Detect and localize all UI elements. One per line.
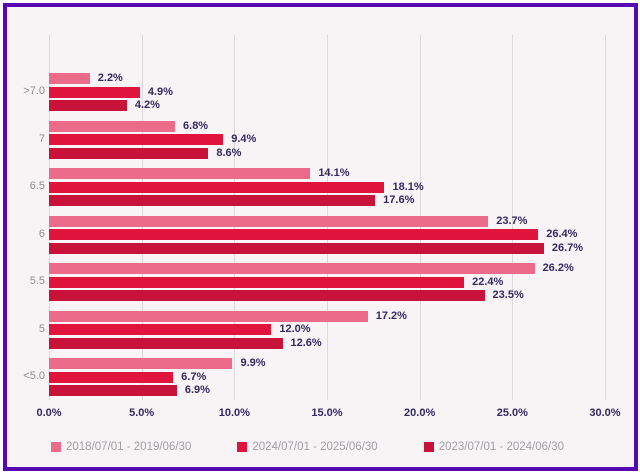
bar-row: 17.6% xyxy=(49,195,605,206)
bar-row: 12.0% xyxy=(49,324,605,335)
bar-value-label: 9.9% xyxy=(240,357,266,369)
bar-value-label: 18.1% xyxy=(392,180,424,193)
bar[interactable] xyxy=(49,242,544,254)
bar-row: 26.7% xyxy=(49,241,605,254)
bar-value-label: 4.2% xyxy=(134,99,160,111)
gridline xyxy=(605,35,606,400)
bar[interactable] xyxy=(49,168,311,179)
gridline xyxy=(512,35,514,400)
bar-row: 23.5% xyxy=(49,290,605,301)
bar-group-7: 6.8% 9.4% 8.6% xyxy=(49,119,605,159)
bar-group-6: 23.7% 26.4% 26.7% xyxy=(49,214,605,254)
bar-row: 4.2% xyxy=(49,100,605,111)
bar-row: 14.1% xyxy=(49,168,605,179)
bar-group-5: 17.2% 12.0% 12.6% xyxy=(49,309,605,349)
bar[interactable] xyxy=(49,134,224,145)
bar[interactable] xyxy=(49,263,535,274)
category-label: 5 xyxy=(38,322,45,335)
bar-value-label: 9.4% xyxy=(231,133,257,145)
legend-item[interactable]: 2024/07/01 - 2025/06/30 xyxy=(237,441,378,453)
x-axis-tick-label: 30.0% xyxy=(589,407,621,419)
bar-row: 18.1% xyxy=(49,180,605,193)
bar[interactable] xyxy=(49,100,127,111)
x-axis-tick-label: 25.0% xyxy=(496,407,528,419)
bar-row: 8.6% xyxy=(49,146,605,159)
bar[interactable] xyxy=(49,181,385,193)
x-axis-tick-label: 20.0% xyxy=(404,407,436,419)
x-axis-tick-label: 0.0% xyxy=(36,407,62,419)
bar-row: 4.9% xyxy=(49,85,605,98)
bar-row: 26.2% xyxy=(49,263,605,274)
bar-row: 23.7% xyxy=(49,214,605,227)
bar-value-label: 12.6% xyxy=(290,336,322,349)
bar[interactable] xyxy=(49,290,485,301)
bar-row: 22.4% xyxy=(49,275,605,288)
bar[interactable] xyxy=(49,358,233,369)
legend-label: 2024/07/01 - 2025/06/30 xyxy=(252,441,378,453)
bar-row: 9.9% xyxy=(49,358,605,369)
bar[interactable] xyxy=(49,324,272,335)
bar-row: 9.4% xyxy=(49,134,605,145)
bar-value-label: 17.2% xyxy=(375,309,407,322)
bar-value-label: 4.9% xyxy=(147,85,173,98)
bar-row: 6.8% xyxy=(49,119,605,132)
legend-item[interactable]: 2018/07/01 - 2019/06/30 xyxy=(51,441,191,453)
bar-group-5.5: 26.2% 22.4% 23.5% xyxy=(49,263,605,301)
bar-value-label: 6.9% xyxy=(184,384,210,396)
bar-value-label: 23.7% xyxy=(496,214,528,227)
bar-value-label: 22.4% xyxy=(472,275,504,288)
bar[interactable] xyxy=(49,385,177,396)
chart-frame: 2.2% 4.9% 4.2% 6.8% 9.4% 8.6% 14.1% 18.1% 17.6% 2… xyxy=(3,3,638,471)
legend-swatch xyxy=(51,442,61,452)
bar[interactable] xyxy=(49,195,376,206)
x-axis-tick-label: 15.0% xyxy=(311,407,343,419)
x-axis-tick-label: 5.0% xyxy=(129,407,155,419)
legend-swatch xyxy=(237,442,248,452)
category-label: 6.5 xyxy=(29,180,45,192)
category-label: 7 xyxy=(38,132,45,145)
legend-label: 2018/07/01 - 2019/06/30 xyxy=(66,441,192,453)
bar[interactable] xyxy=(49,215,489,227)
bar[interactable] xyxy=(49,337,283,349)
legend-item[interactable]: 2023/07/01 - 2024/06/30 xyxy=(423,441,565,453)
bar-value-label: 26.2% xyxy=(542,262,574,274)
bar[interactable] xyxy=(49,147,209,159)
plot-area: 2.2% 4.9% 4.2% 6.8% 9.4% 8.6% 14.1% 18.1% 17.6% 2… xyxy=(49,35,606,400)
bar-row: 2.2% xyxy=(49,73,605,84)
bar-group-6.5: 14.1% 18.1% 17.6% xyxy=(49,168,605,206)
bar-value-label: 2.2% xyxy=(97,72,123,84)
bar-row: 6.9% xyxy=(49,385,605,396)
bar[interactable] xyxy=(49,310,368,322)
bar[interactable] xyxy=(49,276,465,288)
bar[interactable] xyxy=(49,229,539,240)
bar[interactable] xyxy=(49,371,174,383)
bar-value-label: 8.6% xyxy=(216,146,242,159)
bar-row: 6.7% xyxy=(49,370,605,383)
category-label: 5.5 xyxy=(29,275,45,287)
bar-value-label: 17.6% xyxy=(383,194,415,206)
x-axis-tick-label: 10.0% xyxy=(218,407,250,419)
bar-value-label: 6.7% xyxy=(181,370,207,383)
category-label: >7.0 xyxy=(23,85,45,97)
bar-group-5.0: 9.9% 6.7% 6.9% xyxy=(49,358,605,396)
bar-row: 17.2% xyxy=(49,309,605,322)
bar-value-label: 26.4% xyxy=(546,228,578,240)
bar-group-7.0: 2.2% 4.9% 4.2% xyxy=(49,73,605,111)
legend-swatch xyxy=(423,442,434,452)
bar-row: 12.6% xyxy=(49,336,605,349)
bar-row: 26.4% xyxy=(49,229,605,240)
bar-value-label: 12.0% xyxy=(279,323,311,335)
bar-value-label: 23.5% xyxy=(492,289,524,301)
bar-value-label: 6.8% xyxy=(183,119,209,132)
legend: 2018/07/01 - 2019/06/30 2024/07/01 - 2025… xyxy=(51,441,607,453)
bar-value-label: 26.7% xyxy=(551,241,584,254)
category-label: 6 xyxy=(38,227,45,240)
category-label: <5.0 xyxy=(23,370,45,382)
legend-label: 2023/07/01 - 2024/06/30 xyxy=(438,441,565,453)
bar[interactable] xyxy=(49,73,90,84)
bar[interactable] xyxy=(49,120,176,132)
bar-value-label: 14.1% xyxy=(318,167,350,179)
bar[interactable] xyxy=(49,86,140,98)
